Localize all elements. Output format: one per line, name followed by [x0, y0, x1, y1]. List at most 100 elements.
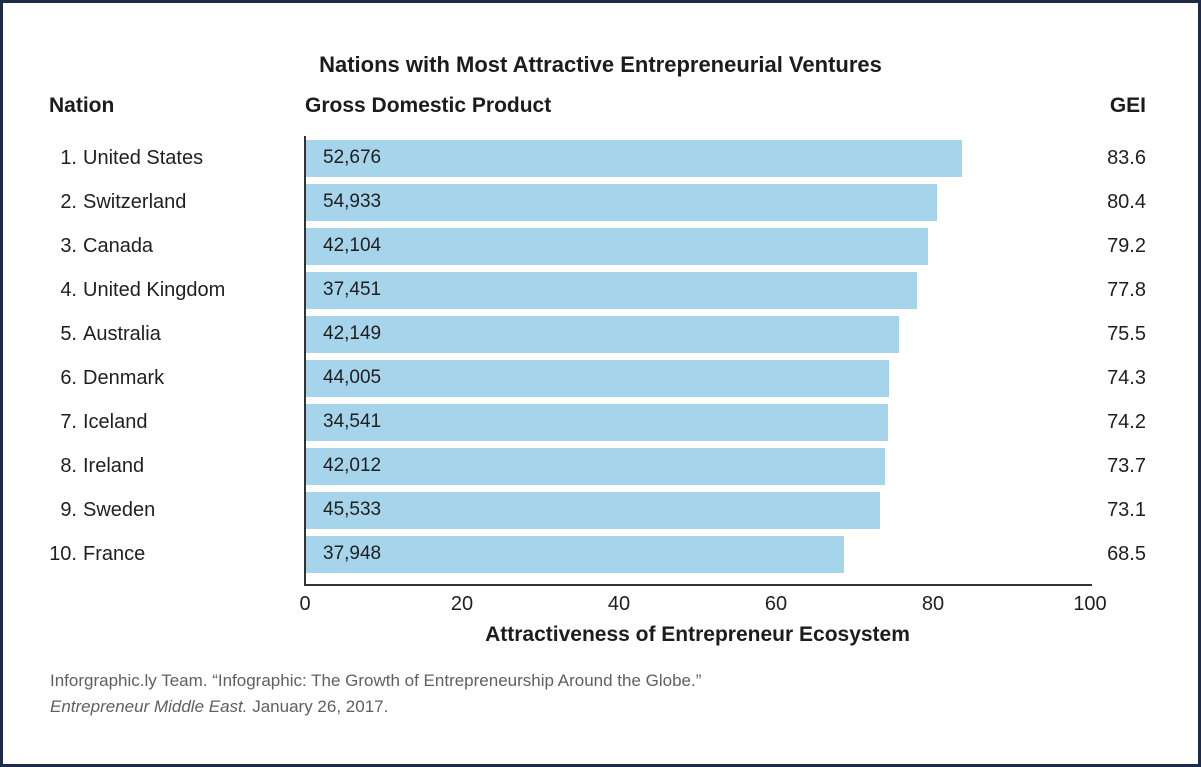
chart-row: 4. United Kingdom 37,451 77.8	[3, 268, 1198, 312]
x-axis-label: Attractiveness of Entrepreneur Ecosystem	[485, 623, 910, 646]
bar-track: 37,451	[306, 271, 1091, 309]
gei-value: 73.1	[1107, 498, 1146, 521]
source-line-1: Inforgraphic.ly Team. “Infographic: The …	[50, 671, 702, 690]
x-tick-label: 40	[607, 593, 631, 615]
value-bar: 42,104	[306, 227, 928, 265]
nation-name: United States	[83, 146, 204, 169]
nation-label: 5. Australia	[3, 323, 306, 346]
nation-label: 1. United States	[3, 147, 306, 170]
gdp-value-label: 34,541	[323, 411, 382, 432]
x-tick-label: 60	[764, 593, 788, 615]
value-bar: 44,005	[306, 359, 890, 397]
nation-label: 10. France	[3, 543, 306, 566]
nation-label: 8. Ireland	[3, 455, 306, 478]
gei-value: 74.2	[1107, 410, 1146, 433]
chart-row: 8. Ireland 42,012 73.7	[3, 444, 1198, 488]
chart-row: 6. Denmark 44,005 74.3	[3, 356, 1198, 400]
value-bar: 37,948	[306, 535, 844, 573]
gdp-value-label: 37,948	[323, 543, 382, 564]
source-citation: Inforgraphic.ly Team. “Infographic: The …	[50, 668, 701, 720]
chart-title: Nations with Most Attractive Entrepreneu…	[319, 52, 882, 77]
value-bar: 37,451	[306, 271, 917, 309]
nation-rank: 8.	[60, 454, 77, 477]
chart-row: 5. Australia 42,149 75.5	[3, 312, 1198, 356]
nation-rank: 6.	[60, 366, 77, 389]
nation-name: Canada	[83, 234, 154, 257]
gdp-value-label: 42,149	[323, 323, 382, 344]
value-bar: 54,933	[306, 183, 938, 221]
nation-label: 3. Canada	[3, 235, 306, 258]
chart-row: 9. Sweden 45,533 73.1	[3, 488, 1198, 532]
x-tick-label: 80	[921, 593, 945, 615]
gei-value: 73.7	[1107, 454, 1146, 477]
gdp-value-label: 54,933	[323, 191, 382, 212]
gdp-value-label: 42,012	[323, 455, 382, 476]
nation-rank: 3.	[60, 234, 77, 257]
source-publication: Entrepreneur Middle East.	[50, 697, 248, 716]
column-header-nation: Nation	[49, 94, 115, 117]
nation-name: France	[83, 542, 146, 565]
nation-rank: 7.	[60, 410, 77, 433]
nation-rank: 9.	[60, 498, 77, 521]
nation-rank: 2.	[60, 190, 77, 213]
nation-name: Switzerland	[83, 190, 187, 213]
nation-rank: 5.	[60, 322, 77, 345]
gdp-value-label: 52,676	[323, 147, 382, 168]
gei-value: 83.6	[1107, 146, 1146, 169]
nation-rank: 1.	[60, 146, 77, 169]
value-bar: 42,149	[306, 315, 899, 353]
value-bar: 45,533	[306, 491, 880, 529]
bar-track: 42,149	[306, 315, 1091, 353]
gdp-value-label: 37,451	[323, 279, 382, 300]
x-axis-line	[304, 584, 1092, 586]
chart-row: 1. United States 52,676 83.6	[3, 136, 1198, 180]
bar-track: 42,104	[306, 227, 1091, 265]
bar-track: 37,948	[306, 535, 1091, 573]
gei-value: 68.5	[1107, 542, 1146, 565]
column-headers: Nation Gross Domestic Product GEI	[3, 94, 1198, 120]
gei-value: 79.2	[1107, 234, 1146, 257]
source-line-2: Entrepreneur Middle East. January 26, 20…	[50, 694, 701, 720]
x-tick-label: 20	[450, 593, 474, 615]
bar-track: 42,012	[306, 447, 1091, 485]
x-tick-label: 0	[299, 593, 311, 615]
x-axis-ticks: 0 20 40 60 80 100	[299, 593, 1106, 619]
chart-row: 7. Iceland 34,541 74.2	[3, 400, 1198, 444]
nation-name: Iceland	[83, 410, 148, 433]
value-bar: 52,676	[306, 139, 963, 177]
gei-value: 77.8	[1107, 278, 1146, 301]
source-date: January 26, 2017.	[247, 697, 389, 716]
chart-rows: 1. United States 52,676 83.6 2. Switzerlan…	[3, 136, 1198, 576]
bar-track: 45,533	[306, 491, 1091, 529]
bar-track: 54,933	[306, 183, 1091, 221]
column-header-gei: GEI	[1109, 94, 1146, 117]
column-header-gdp: Gross Domestic Product	[305, 94, 552, 117]
nation-name: Ireland	[83, 454, 145, 477]
nation-label: 7. Iceland	[3, 411, 306, 434]
chart-row: 2. Switzerland 54,933 80.4	[3, 180, 1198, 224]
nation-name: Sweden	[83, 498, 156, 521]
bar-track: 44,005	[306, 359, 1091, 397]
gdp-value-label: 45,533	[323, 499, 382, 520]
gei-value: 80.4	[1107, 190, 1146, 213]
value-bar: 34,541	[306, 403, 889, 441]
gdp-value-label: 42,104	[323, 235, 382, 256]
nation-label: 4. United Kingdom	[3, 279, 306, 302]
nation-name: Australia	[83, 322, 161, 345]
nation-label: 9. Sweden	[3, 499, 306, 522]
chart-row: 3. Canada 42,104 79.2	[3, 224, 1198, 268]
nation-name: Denmark	[83, 366, 165, 389]
nation-label: 6. Denmark	[3, 367, 306, 390]
bar-track: 52,676	[306, 139, 1091, 177]
y-axis-line	[304, 136, 306, 586]
gdp-value-label: 44,005	[323, 367, 382, 388]
nation-rank: 10.	[49, 542, 77, 565]
gei-value: 75.5	[1107, 322, 1146, 345]
value-bar: 42,012	[306, 447, 885, 485]
gei-value: 74.3	[1107, 366, 1146, 389]
nation-label: 2. Switzerland	[3, 191, 306, 214]
x-tick-label: 100	[1073, 593, 1107, 615]
chart-row: 10. France 37,948 68.5	[3, 532, 1198, 576]
nation-name: United Kingdom	[83, 278, 226, 301]
